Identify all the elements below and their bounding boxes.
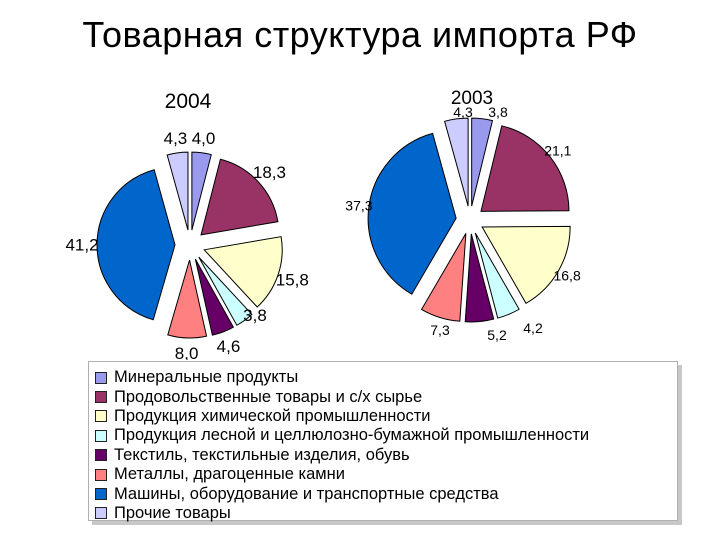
data-label: 4,0 [192, 129, 216, 148]
data-label: 5,2 [487, 327, 507, 343]
legend-swatch [95, 449, 107, 462]
pie-slice [464, 233, 495, 323]
legend-item: Продукция лесной и целлюлозно-бумажной п… [95, 426, 677, 445]
legend-label: Продукция лесной и целлюлозно-бумажной п… [114, 426, 590, 445]
pie-slice [191, 151, 212, 231]
pie-slice [166, 151, 189, 231]
pie-slice [420, 233, 467, 322]
legend-label: Металлы, драгоценные камни [114, 465, 345, 484]
pie-slice [480, 125, 570, 212]
legend-item: Минеральные продукты [95, 368, 677, 387]
data-label: 4,3 [164, 129, 188, 148]
data-label: 41,2 [65, 235, 98, 254]
data-label: 3,8 [243, 306, 267, 325]
legend-label: Машины, оборудование и транспортные сред… [114, 484, 499, 503]
legend-swatch [95, 391, 107, 404]
legend-item: Продовольственные товары и с/х сырье [95, 387, 677, 406]
legend-swatch [95, 468, 107, 481]
legend-swatch [95, 488, 107, 501]
legend-swatch [95, 507, 107, 520]
legend-label: Продовольственные товары и с/х сырье [114, 387, 423, 406]
legend-label: Текстиль, текстильные изделия, обувь [114, 445, 410, 464]
legend-item: Прочие товары [95, 504, 677, 523]
legend-swatch [95, 429, 107, 442]
legend: Минеральные продукты Продовольственные то… [88, 361, 678, 523]
pie-slice [444, 117, 469, 207]
pie-title: 2004 [165, 90, 212, 113]
data-label: 16,8 [553, 268, 580, 284]
data-label: 15,8 [276, 271, 309, 290]
data-label: 4,2 [523, 320, 543, 336]
pie-slice [367, 132, 457, 295]
page-title: Товарная структура импорта РФ [82, 14, 638, 55]
data-label: 18,3 [253, 163, 286, 182]
pie-slice [198, 256, 253, 326]
data-label: 3,8 [488, 104, 508, 120]
legend-label: Прочие товары [114, 503, 231, 522]
data-label: 4,3 [453, 104, 473, 120]
pie-slice [167, 259, 208, 339]
data-label: 7,3 [430, 322, 450, 338]
legend-label: Минеральные продукты [114, 368, 299, 387]
data-label: 37,3 [345, 198, 372, 214]
pie-slice [194, 258, 235, 336]
legend-item: Текстиль, текстильные изделия, обувь [95, 446, 677, 465]
pie-slice [471, 117, 494, 207]
pie-slice [96, 169, 176, 321]
legend-item: Металлы, драгоценные камни [95, 465, 677, 484]
legend-item: Продукция химической промышленности [95, 407, 677, 426]
pie-title: 2003 [451, 88, 493, 109]
pie-slice [474, 232, 520, 319]
legend-item: Машины, оборудование и транспортные сред… [95, 484, 677, 503]
data-label: 4,6 [217, 337, 241, 356]
data-label: 21,1 [544, 142, 571, 158]
legend-swatch [95, 410, 107, 423]
legend-label: Продукция химической промышленности [114, 406, 431, 425]
pie-slice [200, 158, 279, 236]
pie-slice [481, 225, 571, 304]
legend-swatch [95, 371, 107, 384]
pie-2004: 2004 4,0 18,3 15,8 3,84,6 8,0 41,2 4,3 [65, 90, 308, 360]
pie-slice [203, 236, 283, 308]
data-label: 8,0 [175, 344, 199, 360]
